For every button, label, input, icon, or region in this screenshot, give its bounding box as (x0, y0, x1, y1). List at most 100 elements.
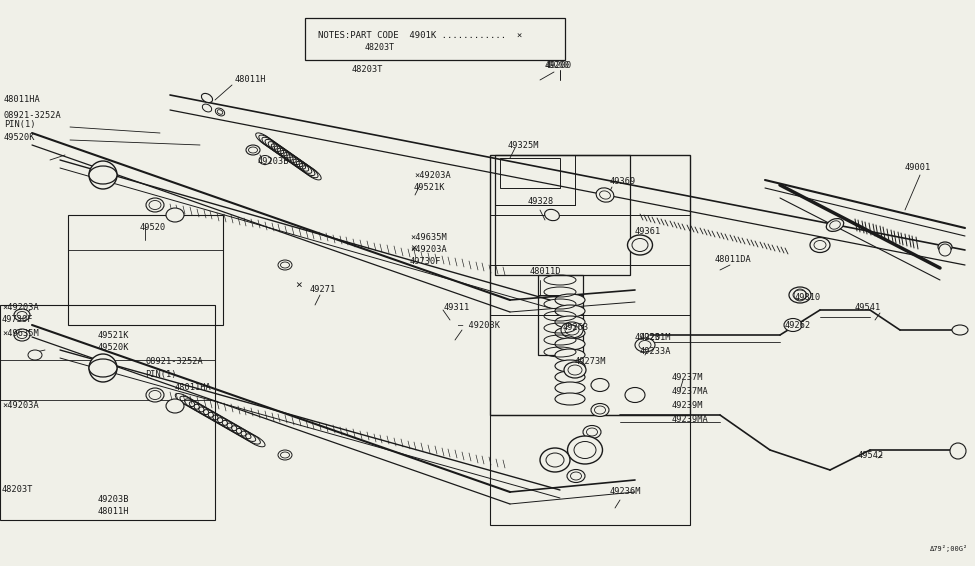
Ellipse shape (166, 208, 184, 222)
Ellipse shape (789, 287, 811, 303)
Bar (0, 305, 215, 520)
Bar (68, 215, 223, 325)
Text: 49001: 49001 (905, 164, 931, 173)
Text: 49237M: 49237M (672, 374, 704, 383)
Text: 49328: 49328 (528, 198, 554, 207)
Text: 48011H: 48011H (235, 75, 266, 84)
Text: 49203B: 49203B (258, 157, 290, 166)
Ellipse shape (278, 450, 292, 460)
Text: 49520: 49520 (140, 224, 167, 233)
Text: 48203T: 48203T (352, 66, 383, 75)
Bar (305, 18, 565, 60)
Text: ×: × (410, 243, 416, 253)
Text: ×49635M: ×49635M (410, 234, 447, 242)
Ellipse shape (146, 388, 164, 402)
Ellipse shape (567, 436, 603, 464)
Text: 49520K: 49520K (98, 344, 130, 353)
Text: NOTES:PART CODE  4901K ............  ×: NOTES:PART CODE 4901K ............ × (318, 31, 523, 40)
Ellipse shape (625, 388, 645, 402)
Ellipse shape (564, 362, 586, 378)
Text: 49233A: 49233A (640, 348, 672, 357)
Text: 49273M: 49273M (575, 358, 606, 367)
Ellipse shape (202, 93, 213, 102)
Text: 49541: 49541 (855, 303, 881, 312)
Ellipse shape (555, 294, 585, 306)
Bar (495, 155, 575, 205)
Ellipse shape (215, 108, 224, 116)
Text: 49542: 49542 (858, 451, 884, 460)
Bar (500, 158, 560, 188)
Ellipse shape (810, 238, 830, 252)
Ellipse shape (203, 104, 212, 112)
Text: ×49203A: ×49203A (2, 401, 39, 409)
Circle shape (89, 354, 117, 382)
Text: 48203T: 48203T (2, 486, 33, 495)
Text: 49810: 49810 (795, 294, 821, 302)
Ellipse shape (591, 404, 609, 417)
Ellipse shape (540, 448, 570, 472)
Circle shape (89, 161, 117, 189)
Text: 49203B: 49203B (98, 495, 130, 504)
Text: 49730F: 49730F (410, 258, 442, 267)
Bar (490, 415, 690, 525)
Ellipse shape (555, 393, 585, 405)
Ellipse shape (784, 319, 802, 332)
Text: 49311: 49311 (444, 303, 470, 312)
Bar (538, 275, 583, 355)
Ellipse shape (952, 325, 968, 335)
Text: 49231M: 49231M (640, 333, 672, 342)
Text: 49369: 49369 (610, 178, 637, 187)
Ellipse shape (575, 448, 593, 461)
Text: ×49203A: ×49203A (410, 246, 447, 255)
Text: ×49635M: ×49635M (2, 328, 39, 337)
Circle shape (939, 244, 951, 256)
Ellipse shape (555, 349, 585, 361)
Text: 49237MA: 49237MA (672, 388, 709, 397)
Text: 48203T: 48203T (365, 44, 395, 53)
Text: 48011H: 48011H (98, 508, 130, 517)
Ellipse shape (555, 360, 585, 372)
Text: 49521K: 49521K (414, 183, 446, 192)
Ellipse shape (28, 350, 42, 360)
Ellipse shape (555, 382, 585, 394)
Ellipse shape (591, 379, 609, 392)
Ellipse shape (826, 218, 843, 231)
Ellipse shape (628, 235, 652, 255)
Text: 48011DA: 48011DA (715, 255, 752, 264)
Ellipse shape (278, 260, 292, 270)
Text: 49361: 49361 (635, 228, 661, 237)
Ellipse shape (555, 316, 585, 328)
Ellipse shape (545, 209, 560, 221)
Ellipse shape (561, 322, 583, 338)
Text: ×49203A: ×49203A (414, 170, 450, 179)
Text: 49200: 49200 (545, 61, 570, 70)
Ellipse shape (635, 338, 655, 352)
Text: – 49203K: – 49203K (458, 321, 500, 331)
Ellipse shape (567, 470, 585, 482)
Text: ×49203A: ×49203A (2, 303, 39, 312)
Text: PIN(1): PIN(1) (145, 370, 176, 379)
Text: PIN(1): PIN(1) (4, 121, 35, 130)
Ellipse shape (246, 145, 260, 155)
Text: 49239MA: 49239MA (672, 415, 709, 424)
Ellipse shape (14, 309, 30, 321)
Text: 49236M: 49236M (610, 487, 642, 496)
Ellipse shape (146, 198, 164, 212)
Text: 49200: 49200 (546, 61, 572, 70)
Text: 08921-3252A: 08921-3252A (145, 358, 203, 367)
Text: 48011D: 48011D (530, 268, 562, 277)
Text: 49271: 49271 (310, 285, 336, 294)
Text: Δ79²;00G²: Δ79²;00G² (930, 544, 968, 551)
Ellipse shape (938, 242, 952, 252)
Ellipse shape (14, 329, 30, 341)
Text: 48011HA: 48011HA (175, 384, 212, 392)
Ellipse shape (583, 426, 601, 439)
Text: 49520K: 49520K (4, 134, 35, 143)
Text: 49220: 49220 (635, 333, 661, 342)
Circle shape (950, 443, 966, 459)
Ellipse shape (555, 305, 585, 317)
Text: 49730F: 49730F (2, 315, 33, 324)
Ellipse shape (89, 166, 117, 184)
Text: ×: × (295, 280, 301, 290)
Ellipse shape (555, 338, 585, 350)
